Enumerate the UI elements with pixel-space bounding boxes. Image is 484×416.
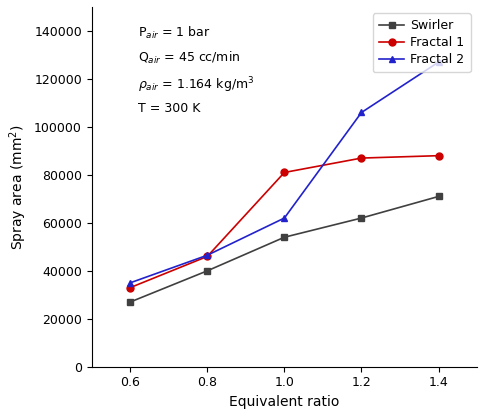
Line: Swirler: Swirler	[127, 193, 442, 305]
Text: P$_{air}$ = 1 bar
Q$_{air}$ = 45 cc/min
$\rho_{air}$ = 1.164 kg/m$^3$
T = 300 K: P$_{air}$ = 1 bar Q$_{air}$ = 45 cc/min …	[138, 25, 255, 115]
X-axis label: Equivalent ratio: Equivalent ratio	[229, 395, 340, 409]
Fractal 1	[359, 156, 364, 161]
Legend: Swirler, Fractal 1, Fractal 2: Swirler, Fractal 1, Fractal 2	[373, 13, 471, 72]
Line: Fractal 1: Fractal 1	[127, 152, 442, 291]
Fractal 2	[282, 215, 287, 220]
Swirler	[127, 300, 133, 305]
Swirler	[204, 268, 210, 273]
Y-axis label: Spray area (mm$^2$): Spray area (mm$^2$)	[7, 124, 29, 250]
Fractal 1	[436, 153, 441, 158]
Fractal 2	[127, 280, 133, 285]
Swirler	[359, 215, 364, 220]
Swirler	[282, 235, 287, 240]
Swirler	[436, 194, 441, 199]
Fractal 1	[282, 170, 287, 175]
Fractal 2	[204, 253, 210, 258]
Line: Fractal 2: Fractal 2	[127, 59, 442, 286]
Fractal 2	[436, 59, 441, 64]
Fractal 1	[204, 254, 210, 259]
Fractal 2	[359, 110, 364, 115]
Fractal 1	[127, 285, 133, 290]
